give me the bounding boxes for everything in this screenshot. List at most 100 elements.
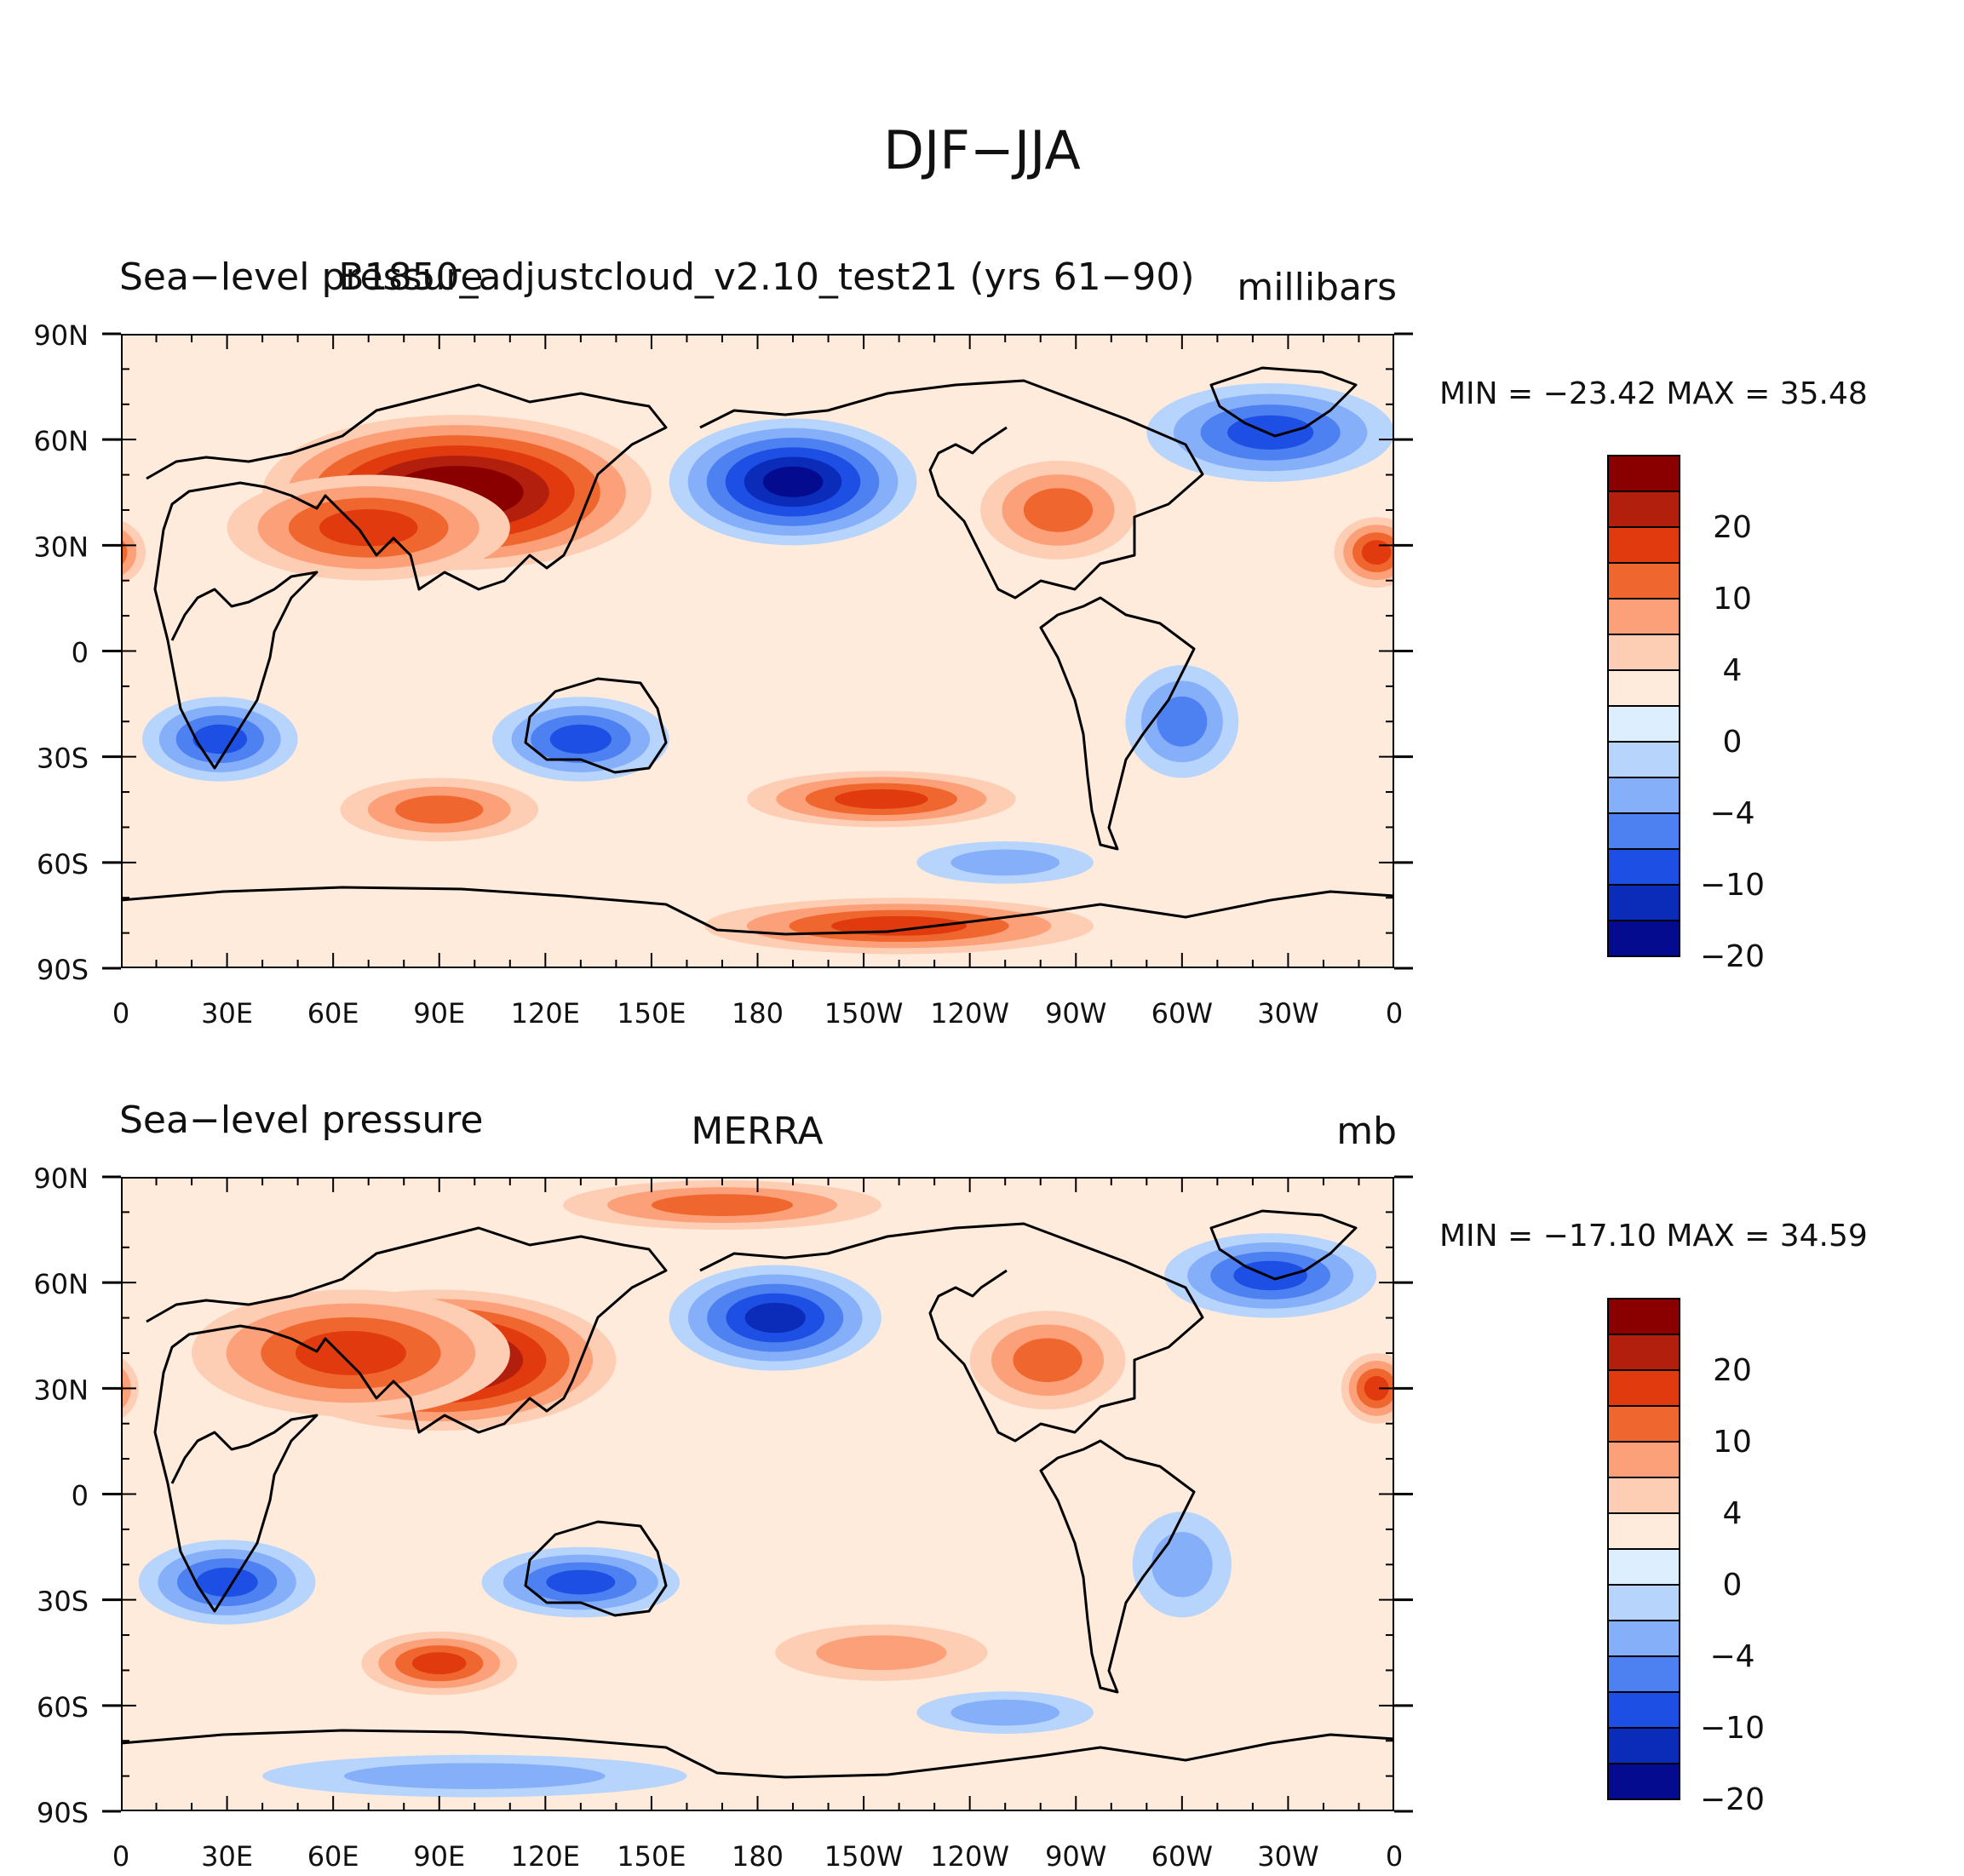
colorbar-label: 20 <box>1713 510 1752 545</box>
contour-southern-africa-low-level-3 <box>196 1567 258 1598</box>
contour-aleutian-low-level-4 <box>744 1302 806 1334</box>
map-axis-labels: 90N 60N 30N 0 30S 60S 90S 0 30E 60E 90E 120E 150E 180… <box>33 319 1413 1030</box>
lat-tick-label: 90S <box>37 1797 89 1829</box>
lon-tick-label: 120W <box>930 997 1009 1030</box>
colorbar-swatch <box>1607 741 1680 778</box>
colorbar-swatch <box>1607 705 1680 743</box>
contour-arctic-high-level-2 <box>651 1194 794 1216</box>
colorbar-swatch <box>1607 1405 1680 1443</box>
contour-australia-low-level-3 <box>549 724 612 754</box>
coast-africa-eurasia <box>146 383 668 770</box>
contour-aleutian-low-level-5 <box>762 466 824 497</box>
lat-tick-label: 30N <box>33 531 89 563</box>
colorbar-swatch <box>1607 1763 1680 1800</box>
colorbar-swatch <box>1607 526 1680 564</box>
contour-antarctic-high-level-3 <box>831 915 968 936</box>
pressure-field <box>121 1180 1394 1798</box>
colorbar-swatch <box>1607 1334 1680 1371</box>
lon-tick-label: 150E <box>617 997 686 1030</box>
colorbar-label: 10 <box>1713 582 1752 617</box>
colorbar: 20 10 4 0 −4 −10 −20 <box>1607 455 1765 974</box>
lat-tick-label: 0 <box>72 637 89 669</box>
coast-greenland <box>1209 1209 1358 1281</box>
colorbar-label: −4 <box>1709 1639 1754 1674</box>
contour-south-indian-high-level-2 <box>395 795 484 824</box>
colorbar-label: 0 <box>1723 725 1743 760</box>
colorbar-swatch <box>1607 1620 1680 1657</box>
coast-australia <box>524 677 668 774</box>
contour-iberia-high-level-3 <box>1361 540 1392 565</box>
lat-tick-label: 60N <box>33 425 89 457</box>
panel-center-title: B1850_adjustcloud_v2.10_test21 (yrs 61−9… <box>338 255 1194 299</box>
coastlines <box>121 1209 1394 1779</box>
colorbar-swatch <box>1607 1548 1680 1586</box>
contour-south-america-low-level-1 <box>1151 1532 1213 1598</box>
lon-tick-label: 90E <box>413 1840 465 1873</box>
lat-tick-label: 60S <box>37 848 89 881</box>
contour-australia-low-level-3 <box>546 1569 616 1595</box>
colorbar-swatch <box>1607 598 1680 635</box>
coast-australia <box>524 1520 668 1617</box>
contour-south-pacific-high-level-1 <box>816 1635 947 1671</box>
contour-amundsen-low-level-1 <box>950 849 1060 876</box>
panel-observation: Sea−level pressure MERRA mb 90N 60N 30N 0 30… <box>33 1099 1867 1873</box>
colorbar-label: −20 <box>1700 939 1765 974</box>
lon-tick-label: 120E <box>511 997 580 1030</box>
lon-tick-label: 150E <box>617 1840 686 1873</box>
contour-iberia-high-level-3 <box>1364 1375 1389 1401</box>
colorbar-swatch <box>1607 1369 1680 1407</box>
panel-min-max: MIN = −23.42 MAX = 35.48 <box>1439 376 1868 411</box>
map-plot-area <box>121 1177 1394 1811</box>
panel-units: millibars <box>1237 266 1397 309</box>
panel-center-title: MERRA <box>691 1110 823 1153</box>
colorbar-label: 4 <box>1723 653 1743 688</box>
lon-tick-label: 30E <box>201 997 253 1030</box>
contour-south-indian-high-level-3 <box>411 1652 467 1675</box>
colorbar-swatch <box>1607 669 1680 707</box>
lon-tick-label: 30E <box>201 1840 253 1873</box>
lat-tick-label: 90N <box>33 1162 89 1195</box>
lon-tick-label: 90W <box>1045 1840 1106 1873</box>
lon-tick-label: 90W <box>1045 997 1106 1030</box>
colorbar-swatch <box>1607 491 1680 528</box>
lat-tick-label: 0 <box>72 1480 89 1512</box>
lon-tick-label: 30W <box>1257 997 1318 1030</box>
lon-tick-label: 0 <box>1386 1840 1403 1873</box>
colorbar-label: 10 <box>1713 1425 1752 1460</box>
coastlines <box>121 366 1394 936</box>
colorbar-swatch <box>1607 884 1680 921</box>
figure-title: DJF−JJA <box>883 119 1081 181</box>
colorbar-swatch <box>1607 1477 1680 1514</box>
lat-tick-label: 90N <box>33 319 89 352</box>
lon-tick-label: 60W <box>1151 1840 1213 1873</box>
lon-tick-label: 0 <box>112 1840 129 1873</box>
lon-tick-label: 120W <box>930 1840 1009 1873</box>
map-axis-labels: 90N 60N 30N 0 30S 60S 90S 0 30E 60E 90E 120E 150E 180… <box>33 1162 1413 1873</box>
lon-tick-label: 150W <box>824 997 904 1030</box>
colorbar-swatch <box>1607 1441 1680 1478</box>
colorbar-swatch <box>1607 812 1680 850</box>
contour-central-asia-high-level-3 <box>295 1331 406 1375</box>
coast-antarctica <box>121 886 1394 936</box>
colorbar-label: 20 <box>1713 1353 1752 1388</box>
colorbar-swatch <box>1607 562 1680 600</box>
contour-north-american-high-level-2 <box>1023 488 1094 532</box>
colorbar-label: −20 <box>1700 1782 1765 1817</box>
colorbar: 20 10 4 0 −4 −10 −20 <box>1607 1298 1765 1817</box>
colorbar-swatch <box>1607 1655 1680 1693</box>
map-plot-area <box>121 334 1394 968</box>
coast-americas <box>699 1222 1204 1694</box>
lon-tick-label: 60E <box>307 997 359 1030</box>
lon-tick-label: 0 <box>1386 997 1403 1030</box>
contour-central-asia-high-level-3 <box>319 509 418 547</box>
coast-americas <box>699 379 1204 851</box>
coast-antarctica <box>121 1729 1394 1779</box>
lon-tick-label: 90E <box>413 997 465 1030</box>
lon-tick-label: 150W <box>824 1840 904 1873</box>
lat-tick-label: 60S <box>37 1691 89 1724</box>
lon-tick-label: 0 <box>112 997 129 1030</box>
coast-greenland <box>1209 366 1358 438</box>
contour-north-american-high-level-2 <box>1013 1338 1082 1382</box>
colorbar-label: −4 <box>1709 796 1754 831</box>
